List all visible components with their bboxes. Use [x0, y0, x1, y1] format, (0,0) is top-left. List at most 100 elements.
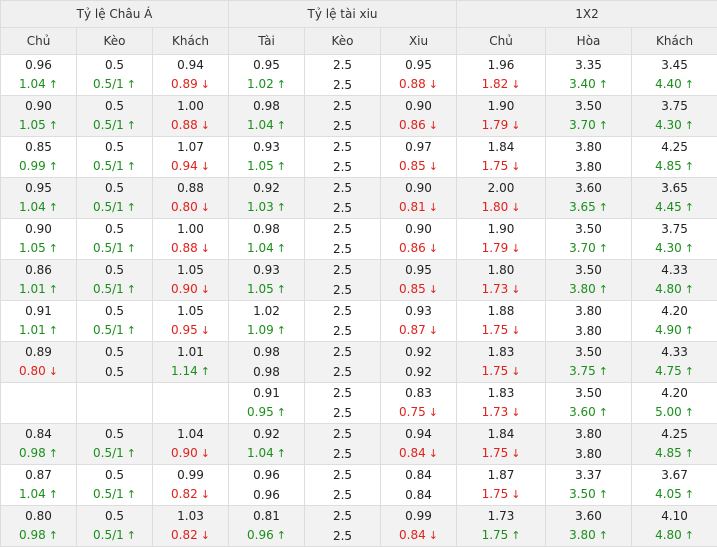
current-odds: 2.5: [305, 322, 380, 340]
current-odds: 1.04↑: [229, 116, 304, 135]
current-odds-value: 1.75: [482, 487, 509, 501]
group-header-row: Tỷ lệ Châu Á Tỷ lệ tài xiu 1X2: [1, 1, 717, 28]
opening-odds: 3.65: [632, 179, 717, 197]
opening-odds: 0.84: [381, 466, 456, 484]
current-odds: 1.75↓: [457, 157, 545, 176]
current-odds: 0.92: [381, 363, 456, 381]
arrow-up-icon: ↑: [201, 365, 210, 378]
current-odds-value: 1.04: [19, 200, 46, 214]
current-odds-value: 0.5/1: [93, 446, 124, 460]
column-header-row: Chủ Kèo Khách Tài Kèo Xiu Chủ Hòa Khách: [1, 28, 717, 55]
current-odds: 1.05↑: [1, 239, 76, 258]
current-odds: 0.88↓: [153, 239, 228, 258]
current-odds-value: 4.85: [655, 446, 682, 460]
current-odds-value: 0.5/1: [93, 323, 124, 337]
current-odds: 5.00↑: [632, 403, 717, 422]
current-odds-value: 0.86: [399, 118, 426, 132]
current-odds-value: 0.90: [171, 282, 198, 296]
current-odds-value: 0.98: [19, 528, 46, 542]
current-odds: 2.5: [305, 363, 380, 381]
arrow-down-icon: ↓: [201, 242, 210, 255]
current-odds-value: 0.5/1: [93, 487, 124, 501]
arrow-up-icon: ↑: [127, 119, 136, 132]
column-header: Kèo: [305, 28, 381, 55]
odds-cell: [153, 383, 229, 424]
arrow-down-icon: ↓: [511, 160, 520, 173]
opening-odds: 0.86: [1, 261, 76, 279]
arrow-down-icon: ↓: [429, 78, 438, 91]
odds-cell: [1, 383, 77, 424]
current-odds: 1.75↓: [457, 485, 545, 504]
current-odds: 0.90↓: [153, 280, 228, 299]
current-odds-value: 1.75: [482, 364, 509, 378]
current-odds: 1.05↑: [229, 280, 304, 299]
current-odds: 0.82↓: [153, 485, 228, 504]
current-odds: 0.5/1↑: [77, 444, 152, 463]
current-odds: 0.98↑: [1, 444, 76, 463]
opening-odds: 4.33: [632, 261, 717, 279]
current-odds-value: 2.5: [333, 78, 352, 92]
current-odds: 4.90↑: [632, 321, 717, 340]
opening-odds: 0.90: [1, 97, 76, 115]
opening-odds: 0.88: [153, 179, 228, 197]
arrow-down-icon: ↓: [201, 78, 210, 91]
current-odds: 1.01↑: [1, 321, 76, 340]
arrow-up-icon: ↑: [599, 283, 608, 296]
current-odds: 0.95↓: [153, 321, 228, 340]
current-odds: 3.60↑: [546, 403, 631, 422]
current-odds: 2.5: [305, 240, 380, 258]
opening-odds: 0.95: [381, 56, 456, 74]
current-odds-value: 0.94: [171, 159, 198, 173]
current-odds: 2.5: [305, 158, 380, 176]
arrow-up-icon: ↑: [49, 283, 58, 296]
current-odds-value: 0.88: [399, 77, 426, 91]
current-odds: 0.84: [381, 486, 456, 504]
opening-odds: 0.92: [381, 343, 456, 361]
odds-cell: 0.95 0.88↓: [381, 55, 457, 96]
arrow-up-icon: ↑: [277, 283, 286, 296]
arrow-up-icon: ↑: [127, 488, 136, 501]
current-odds: 1.75↑: [457, 526, 545, 545]
current-odds: 0.89↓: [153, 75, 228, 94]
current-odds: 1.04↑: [229, 239, 304, 258]
current-odds: 1.02↑: [229, 75, 304, 94]
arrow-up-icon: ↑: [277, 119, 286, 132]
arrow-down-icon: ↓: [511, 201, 520, 214]
arrow-down-icon: ↓: [429, 160, 438, 173]
current-odds-value: 0.98: [19, 446, 46, 460]
current-odds: 4.45↑: [632, 198, 717, 217]
arrow-up-icon: ↑: [127, 529, 136, 542]
arrow-down-icon: ↓: [201, 324, 210, 337]
opening-odds: 0.85: [1, 138, 76, 156]
arrow-up-icon: ↑: [599, 201, 608, 214]
odds-cell: [77, 383, 153, 424]
opening-odds: 0.96: [1, 56, 76, 74]
current-odds: 1.09↑: [229, 321, 304, 340]
opening-odds: 1.84: [457, 138, 545, 156]
arrow-down-icon: ↓: [511, 488, 520, 501]
current-odds-value: 2.5: [333, 406, 352, 420]
opening-odds: 1.03: [153, 507, 228, 525]
current-odds-value: 5.00: [655, 405, 682, 419]
current-odds: 3.80: [546, 322, 631, 340]
arrow-up-icon: ↑: [511, 529, 520, 542]
opening-odds: 0.5: [77, 302, 152, 320]
